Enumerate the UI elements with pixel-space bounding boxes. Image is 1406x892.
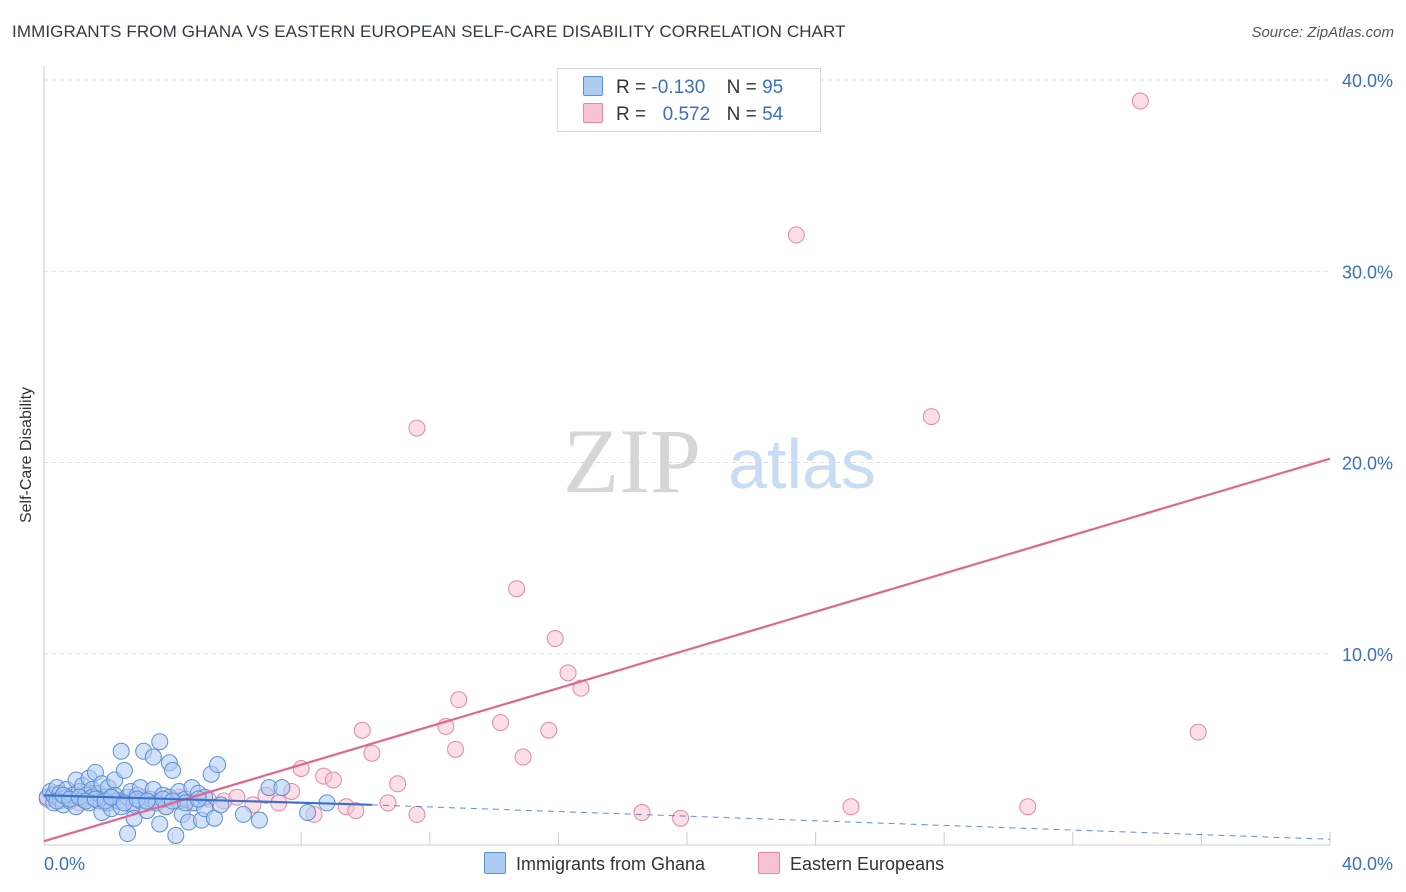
ghana-point [138,792,156,810]
ghana-point [151,733,169,751]
eastern-point [1131,92,1149,110]
ghana-point [299,803,317,821]
legend-r-label: R = [616,104,647,125]
ghana-point [151,815,169,833]
bottom-legend-ghana[interactable]: Immigrants from Ghana [484,852,705,875]
eastern-point [389,775,407,793]
ghana-point [167,826,185,844]
ghana-point [119,825,137,843]
ghana-point [115,761,133,779]
eastern-point [508,580,526,598]
ghana-trend-extension [371,804,1331,840]
legend-row-ghana: R = -0.130 N = 95 [583,76,783,99]
watermark-atlas: atlas [728,425,876,503]
ghana-point [112,742,130,760]
ghana-point [144,748,162,766]
ghana-point [209,756,227,774]
legend-row-eastern: R = 0.572 N = 54 [583,103,783,126]
y-tick-label: 30.0% [1342,262,1393,282]
watermark: ZIP atlas [563,410,876,512]
eastern-point [363,744,381,762]
eastern-trend-line [43,457,1331,843]
eastern-point [379,794,397,812]
eastern-point [353,721,371,739]
bottom-legend-swatch-eastern [758,852,780,874]
legend-swatch-ghana [583,76,603,96]
eastern-point [408,419,426,437]
x-tick-label: 0.0% [44,854,85,874]
legend-r-value-ghana: -0.130 [651,77,706,98]
bottom-legend-swatch-ghana [484,852,506,874]
bottom-legend-label-ghana: Immigrants from Ghana [516,854,706,874]
legend-n-label: N = [726,77,757,98]
eastern-point [572,679,590,697]
legend-n-value-eastern: 54 [762,104,784,125]
eastern-point [228,788,246,806]
eastern-point [540,721,558,739]
bottom-legend-label-eastern: Eastern Europeans [790,854,945,874]
eastern-point [1019,798,1037,816]
bottom-legend-eastern[interactable]: Eastern Europeans [758,852,944,875]
eastern-point [546,629,564,647]
y-tick-label: 40.0% [1342,71,1393,91]
y-tick-label: 10.0% [1342,645,1393,665]
eastern-point [787,226,805,244]
legend-n-label: N = [726,104,757,125]
eastern-point [450,691,468,709]
chart-title: IMMIGRANTS FROM GHANA VS EASTERN EUROPEA… [12,22,846,41]
eastern-point [1189,723,1207,741]
legend-r-label: R = [616,77,647,98]
eastern-point [324,771,342,789]
ghana-point [164,761,182,779]
eastern-point [559,664,577,682]
legend-swatch-eastern [583,103,603,123]
source-label: Source: ZipAtlas.com [1251,24,1394,41]
ghana-point [273,779,291,797]
x-tick-label: 40.0% [1342,854,1393,874]
eastern-point [633,803,651,821]
ghana-trend-line [43,794,372,806]
eastern-point [842,798,860,816]
y-tick-label: 20.0% [1342,454,1393,474]
trend-lines [43,457,1331,843]
ghana-point [250,811,268,829]
eastern-point [514,748,532,766]
correlation-legend: R = -0.130 N = 95 R = 0.572 N = 54 [557,68,821,132]
eastern-point [447,740,465,758]
legend-n-value-ghana: 95 [762,77,784,98]
watermark-zip: ZIP [563,410,701,512]
eastern-point [492,714,510,732]
grid-lines [44,79,1330,655]
eastern-point [347,802,365,820]
eastern-point [672,809,690,827]
axes [43,66,1331,846]
legend-r-value-eastern: 0.572 [662,104,711,125]
eastern-point [922,408,940,426]
tick-labels: 10.0% 20.0% 30.0% 40.0% 0.0% 40.0% [44,71,1393,874]
ghana-point [234,805,252,823]
eastern-point [408,805,426,823]
